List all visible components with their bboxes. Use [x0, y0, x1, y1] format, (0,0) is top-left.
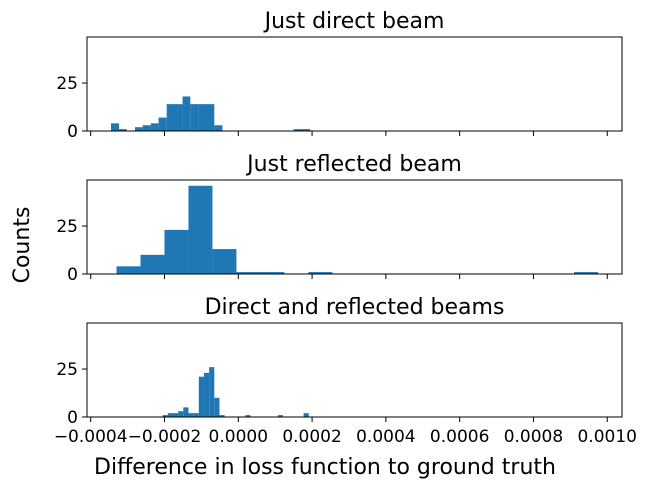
x-axis-label: Difference in loss function to ground tr… — [94, 455, 556, 480]
histogram-bar — [245, 415, 251, 417]
histogram-bar — [140, 254, 165, 274]
histogram-bar — [198, 104, 215, 131]
histogram-bar — [166, 104, 183, 131]
histogram-bar — [150, 123, 159, 131]
histogram-panel: Direct and reflected beams 0 25 −0.0004 −0.0… — [54, 295, 637, 447]
x-tick-label: 0.0000 — [209, 427, 268, 447]
histogram-bar — [308, 272, 333, 274]
y-tick-label: 0 — [67, 408, 78, 428]
y-tick-label: 25 — [56, 217, 78, 237]
panel-title: Direct and reflected beams — [205, 295, 505, 320]
histogram-bar — [203, 372, 210, 417]
x-tick-label: 0.0008 — [504, 427, 563, 447]
histogram-bar — [178, 411, 184, 417]
histogram-bar — [574, 272, 599, 274]
x-tick-label: −0.0002 — [128, 427, 202, 447]
histogram-bar — [190, 104, 199, 131]
histogram-panel: Just direct beam 0 25 — [56, 9, 623, 142]
histogram-bar — [214, 397, 220, 417]
y-axis-label: Counts — [10, 207, 35, 284]
histogram-bar — [183, 407, 189, 417]
panel-title: Just direct beam — [263, 9, 445, 34]
x-tick-label: 0.0006 — [430, 427, 489, 447]
histogram-panel: Just reflected beam 0 25 — [56, 152, 623, 285]
axes-frame — [86, 179, 623, 275]
y-tick-label: 25 — [56, 360, 78, 380]
histogram-bar — [162, 415, 168, 417]
histogram-bar — [212, 249, 237, 274]
histogram-bar — [116, 266, 141, 274]
x-tick-label: 0.0002 — [282, 427, 341, 447]
panel-title: Just reflected beam — [245, 152, 462, 177]
histogram-bar — [164, 229, 189, 274]
histogram-bar — [193, 413, 199, 417]
axes-frame — [86, 322, 623, 418]
histogram-bar — [134, 127, 143, 131]
histogram-bar — [172, 413, 179, 417]
histogram-bar — [188, 185, 213, 274]
histogram-bar — [110, 123, 120, 131]
y-tick-label: 0 — [67, 122, 78, 142]
histogram-bar — [214, 125, 223, 131]
x-tick-label: 0.0010 — [577, 427, 636, 447]
histogram-bar — [188, 413, 194, 417]
histogram-bar — [277, 415, 283, 417]
y-tick-label: 25 — [56, 74, 78, 94]
axes-frame — [86, 36, 623, 132]
histogram-bar — [167, 413, 173, 417]
histogram-bar — [236, 272, 261, 274]
x-tick-label: 0.0004 — [356, 427, 415, 447]
histogram-bar — [158, 117, 167, 131]
histogram-bar — [260, 272, 285, 274]
histogram-bar — [182, 96, 191, 131]
histogram-bar — [219, 415, 225, 417]
histogram-bar — [303, 413, 309, 417]
histogram-bar — [119, 129, 127, 131]
histogram-bar — [142, 125, 151, 131]
histogram-bar — [293, 129, 311, 131]
x-tick-label: −0.0004 — [54, 427, 128, 447]
y-tick-label: 0 — [67, 265, 78, 285]
histogram-bar — [198, 376, 204, 417]
histogram-bar — [209, 367, 215, 417]
